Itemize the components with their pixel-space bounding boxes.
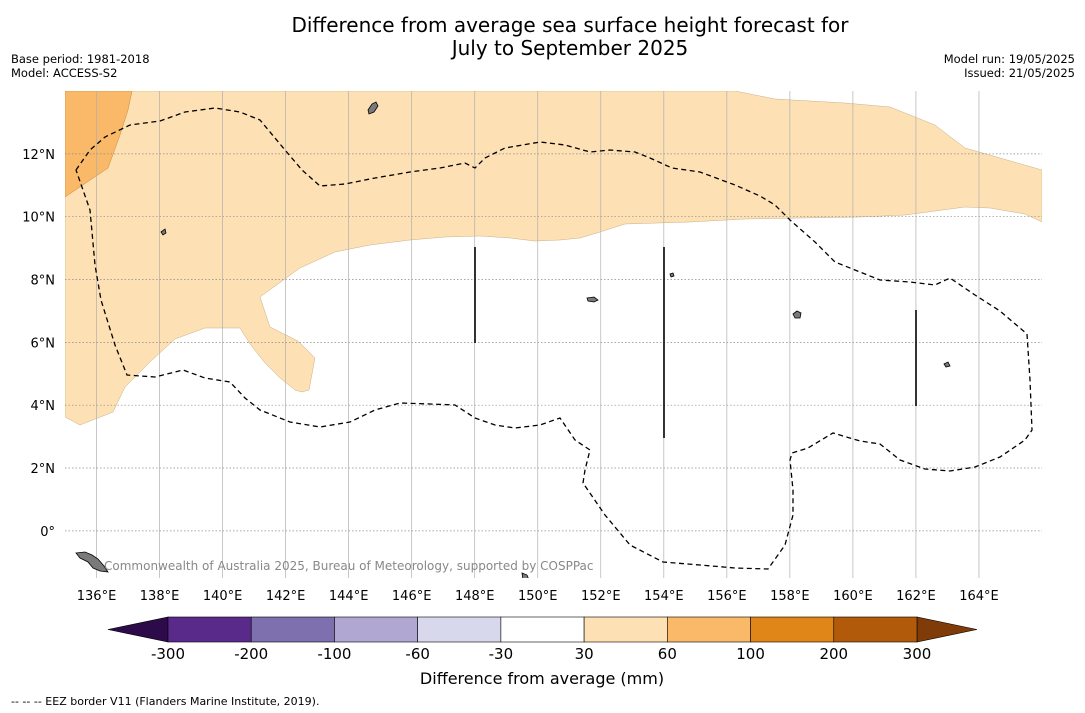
island-small-a xyxy=(160,228,167,236)
colorbar-title: Difference from average (mm) xyxy=(420,669,664,688)
longitude-tick-label: 138°E xyxy=(140,589,180,604)
latitude-tick-label: 2°N xyxy=(31,462,56,477)
map-panel xyxy=(65,91,1042,578)
model-name: Model: ACCESS-S2 xyxy=(11,66,118,80)
colorbar-label: -200 xyxy=(234,645,268,663)
longitude-tick-label: 156°E xyxy=(707,589,747,604)
issued-date: Issued: 21/05/2025 xyxy=(964,66,1075,80)
island-small-c xyxy=(943,361,951,368)
colorbar-extend-high xyxy=(916,616,978,643)
longitude-tick-label: 146°E xyxy=(392,589,432,604)
colorbar-segment xyxy=(750,616,835,643)
longitude-tick-label: 144°E xyxy=(329,589,369,604)
colorbar-extend-low xyxy=(107,616,169,643)
eez-border xyxy=(75,107,1033,570)
colorbar-segment xyxy=(667,616,751,643)
model-run: Model run: 19/05/2025 xyxy=(943,52,1075,66)
longitude-tick-label: 136°E xyxy=(77,589,117,604)
longitude-tick-label: 158°E xyxy=(770,589,810,604)
latitude-tick-label: 4°N xyxy=(31,399,56,414)
marker-lines xyxy=(474,247,917,438)
island-pohnpei xyxy=(792,310,802,319)
title-line-1: Difference from average sea surface heig… xyxy=(291,13,849,37)
colorbar-segment xyxy=(583,616,668,643)
longitude-tick-label: 150°E xyxy=(518,589,558,604)
colorbar-segment xyxy=(833,616,918,643)
meta-right: Model run: 19/05/2025 Issued: 21/05/2025 xyxy=(944,52,1075,80)
map-grid xyxy=(65,91,1042,578)
copyright-text: Commonwealth of Australia 2025, Bureau o… xyxy=(104,559,594,573)
eez-footnote: -- -- -- EEZ border V11 (Flanders Marine… xyxy=(11,695,320,708)
latitude-tick-label: 8°N xyxy=(31,274,56,289)
longitude-tick-labels: 136°E 138°E 140°E 142°E 144°E 146°E 148°E 150°E… xyxy=(77,589,999,604)
colorbar-label: -30 xyxy=(489,645,514,663)
map-title: Difference from average sea surface heig… xyxy=(240,14,900,60)
colorbar-label: 300 xyxy=(903,645,932,663)
colorbar-label: 200 xyxy=(819,645,848,663)
islands xyxy=(75,101,951,578)
latitude-tick-label: 0° xyxy=(40,525,55,540)
latitude-tick-labels: 0° 2°N 4°N 6°N 8°N 10°N 12°N xyxy=(22,148,55,540)
colorbar-segment xyxy=(334,616,418,643)
latitude-tick-label: 6°N xyxy=(31,336,56,351)
colorbar-label: 100 xyxy=(736,645,765,663)
colorbar-label: -100 xyxy=(317,645,351,663)
longitude-tick-label: 162°E xyxy=(896,589,936,604)
longitude-tick-label: 164°E xyxy=(959,589,999,604)
longitude-tick-label: 152°E xyxy=(581,589,621,604)
colorbar-label: -300 xyxy=(151,645,185,663)
colorbar-segment xyxy=(167,616,252,643)
longitude-tick-label: 148°E xyxy=(455,589,495,604)
longitude-tick-label: 140°E xyxy=(203,589,243,604)
latitude-tick-label: 12°N xyxy=(22,148,55,163)
latitude-tick-label: 10°N xyxy=(22,211,55,226)
meta-left: Base period: 1981-2018 Model: ACCESS-S2 xyxy=(11,52,150,80)
title-line-2: July to September 2025 xyxy=(451,36,689,60)
island-new-guinea-coast xyxy=(75,551,109,573)
colorbar-segment xyxy=(250,616,335,643)
island-small-d xyxy=(521,572,529,578)
colorbar-segment xyxy=(417,616,502,643)
island-guam xyxy=(367,101,379,115)
base-period: Base period: 1981-2018 xyxy=(11,52,150,66)
island-small-e xyxy=(669,272,675,278)
colorbar-label: 60 xyxy=(658,645,677,663)
colorbar-label: -60 xyxy=(405,645,430,663)
colorbar: -300 -200 -100 -60 -30 30 60 100 200 300 xyxy=(107,616,978,663)
anomaly-region-30-60 xyxy=(65,91,1042,426)
colorbar-label: 30 xyxy=(575,645,594,663)
colorbar-segment xyxy=(500,616,585,643)
longitude-tick-label: 160°E xyxy=(833,589,873,604)
island-small-b xyxy=(586,296,599,303)
longitude-tick-label: 154°E xyxy=(644,589,684,604)
anomaly-region-60-100 xyxy=(65,91,133,198)
longitude-tick-label: 142°E xyxy=(266,589,306,604)
